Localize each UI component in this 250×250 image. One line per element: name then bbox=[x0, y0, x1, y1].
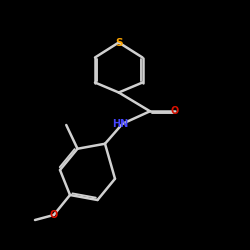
Text: HN: HN bbox=[112, 119, 128, 129]
Text: O: O bbox=[171, 106, 179, 116]
Text: S: S bbox=[115, 38, 122, 48]
Text: O: O bbox=[50, 210, 58, 220]
